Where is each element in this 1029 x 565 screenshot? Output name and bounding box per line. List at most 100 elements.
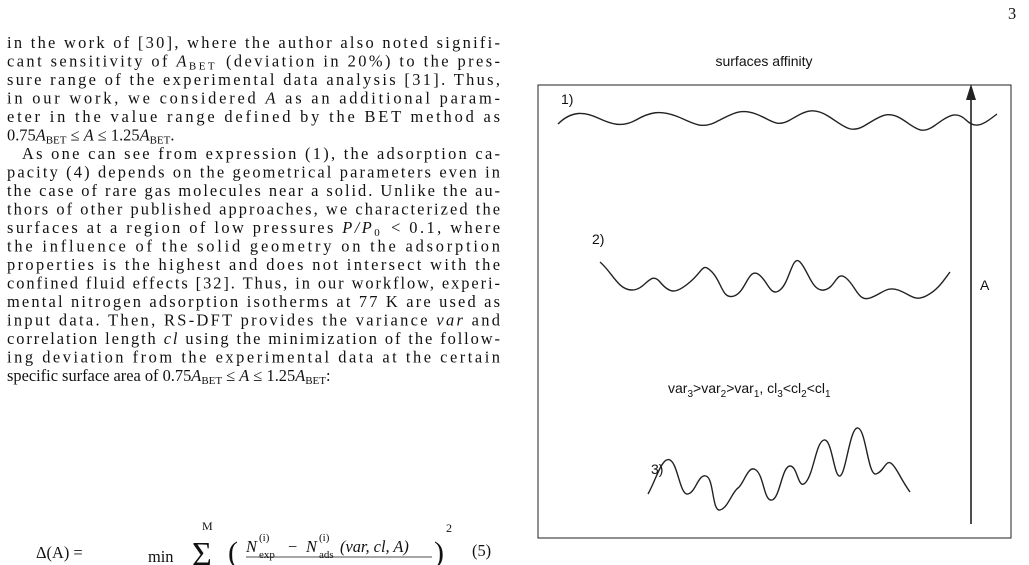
axis-label: A [980,277,990,293]
text-run: the influence of the solid geometry on t… [7,237,500,256]
arrow-head [966,84,976,100]
relation: var3>var2>var1, cl3<cl2<cl1 [668,380,831,400]
text-run: as an additional param- [278,89,500,108]
eq-sub2: ads [319,549,334,561]
figure: surfaces affinity 1) 2) 3) A var3>var2>v… [537,53,1012,539]
math: A [35,126,47,145]
math: cl [164,329,178,348]
eq-sup1: (i) [259,532,270,544]
text-run: thors of other published approaches, we … [7,200,500,219]
text-run: and [465,311,500,330]
eq-minus: − [288,537,297,556]
math: A [294,366,306,385]
text-run: 0.75 [7,126,36,145]
subscript: 3 [687,389,693,400]
text-run: input data. Then, RS-DFT provides the va… [7,311,434,330]
eq-lhs: Δ(A) = [36,543,83,562]
eq-open: ( [228,536,238,565]
subscript: BET [189,60,215,72]
label-1: 1) [561,91,573,107]
eq-sub1: exp [259,549,275,561]
text-run: ≤ 1.25 [249,366,295,385]
text-run: confined fluid effects [32]. Thus, in ou… [7,274,500,293]
text-run: correlation length [7,329,162,348]
text-run: : [326,366,331,385]
text-line: 0.75ABET​ ≤ A ≤ 1.25ABET​. [7,126,174,147]
math: P/P [341,218,371,237]
surface-2 [599,259,951,300]
label-3: 3) [651,461,663,477]
text-run: in our work, we considered [7,89,263,108]
text-run: in the work of [30], where the author al… [7,33,500,52]
text-run: sure range of the experimental data anal… [7,70,500,89]
relation-run: <cl [783,380,801,396]
text-line: specific surface area of 0.75ABET​ ≤ A ≤… [7,366,331,387]
text-line: input data. Then, RS-DFT provides the va… [7,311,500,330]
math: A [175,52,187,71]
equation: Δ(A) = min Σ M ( N (i) exp − N (i) ads (… [36,519,491,565]
text-run: pacity (4) depends on the geometrical pa… [7,163,500,182]
label-2: 2) [592,231,604,247]
text-run: properties is the highest and does not i… [7,255,500,274]
subscript: 0 [374,227,380,239]
text-run: specific surface area of 0.75 [7,366,191,385]
eq-power: 2 [446,521,452,535]
figure-frame [537,84,1012,539]
subscript: BET [150,134,171,146]
text-run: ≤ 1.25 [94,126,140,145]
text-line: confined fluid effects [32]. Thus, in ou… [7,274,500,293]
relation-run: , cl [759,380,777,396]
subscript: 1 [825,389,831,400]
relation-run: >var [726,380,754,396]
text-line: thors of other published approaches, we … [7,200,500,219]
text-run: eter in the value range defined by the B… [7,107,500,126]
subscript: BET [305,375,326,387]
subscript: 2 [801,389,807,400]
text-line: the case of rare gas molecules near a so… [7,181,500,200]
eq-n1: N [245,537,258,556]
math: A [264,89,276,108]
text-run: ≤ [66,126,83,145]
subscript: BET [46,134,67,146]
eq-args: (var, cl, A) [340,537,409,556]
text-line: ing deviation from the experimental data… [7,348,500,367]
eq-n2: N [305,537,318,556]
figure-title: surfaces affinity [715,53,812,69]
surface-1 [557,110,998,131]
text-run: . [170,126,174,145]
text-run: ≤ [222,366,239,385]
subscript: 3 [777,389,783,400]
text-run: (deviation in 20%) to the pres- [219,52,500,71]
eq-upper: M [202,519,213,533]
text-run: < 0.1, where [385,218,500,237]
math: A [139,126,151,145]
page-number: 3 [1008,4,1016,23]
text-run: surfaces at a region of low pressures [7,218,340,237]
text-line: in the work of [30], where the author al… [7,33,500,52]
eq-op: min [148,547,174,565]
relation-run: var [668,380,688,396]
subscript: 1 [754,389,760,400]
eq-close: ) [434,536,444,565]
text-line: eter in the value range defined by the B… [7,107,500,126]
text-run: the case of rare gas molecules near a so… [7,181,500,200]
subscript: BET [201,375,222,387]
text-line: sure range of the experimental data anal… [7,70,500,89]
math: var [436,311,463,330]
text-line: correlation length cl using the minimiza… [7,329,500,348]
math: A [190,366,202,385]
text-line: As one can see from expression (1), the … [22,144,500,163]
text-line: the influence of the solid geometry on t… [7,237,500,256]
relation-run: >var [693,380,721,396]
body-text: in the work of [30], where the author al… [7,33,500,387]
text-line: pacity (4) depends on the geometrical pa… [7,163,500,182]
math: A [83,126,95,145]
eq-sup2: (i) [319,532,330,544]
text-line: mental nitrogen adsorption isotherms at … [7,292,500,311]
text-run: mental nitrogen adsorption isotherms at … [7,292,500,311]
surface-3 [647,427,911,511]
eq-number: (5) [472,541,491,560]
text-run: cant sensitivity of [7,52,174,71]
